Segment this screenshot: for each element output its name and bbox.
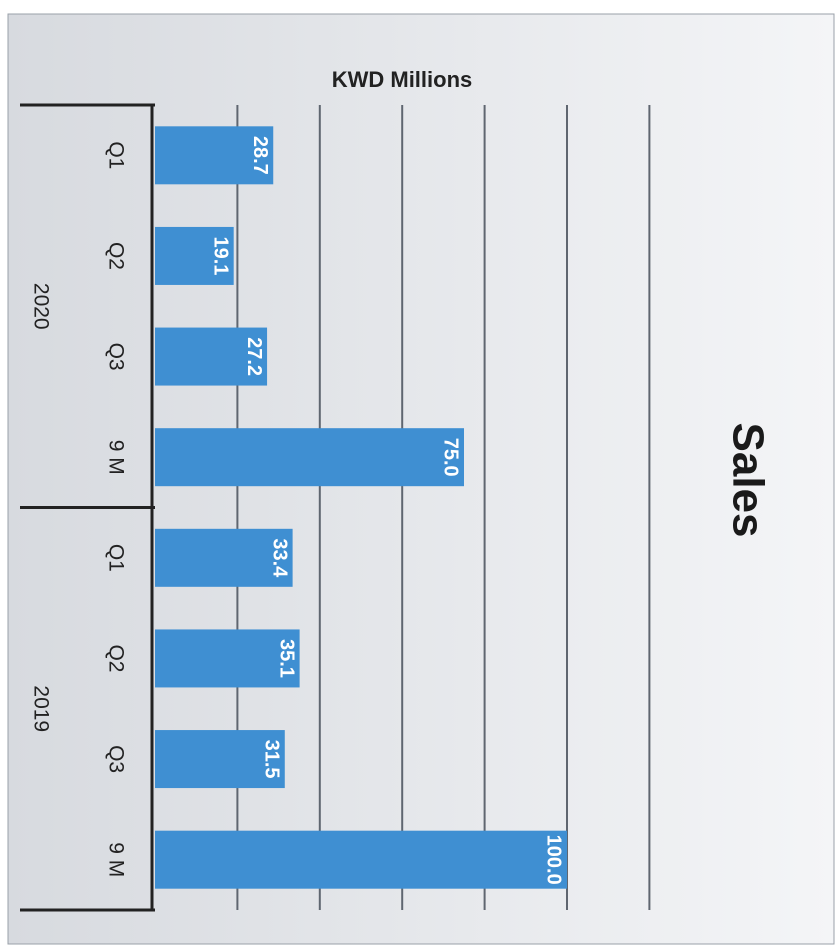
category-label: Q2 — [104, 644, 127, 672]
chart-title: Sales — [723, 423, 772, 538]
value-label: 31.5 — [260, 740, 282, 779]
value-label: 75.0 — [440, 438, 462, 477]
axis-label: KWD Millions — [332, 67, 473, 92]
value-label: 33.4 — [268, 538, 290, 578]
category-label: Q3 — [104, 343, 127, 371]
value-label: 35.1 — [275, 639, 297, 678]
group-label: 2019 — [29, 685, 52, 732]
bar — [155, 730, 285, 789]
bar — [155, 126, 274, 185]
value-label: 27.2 — [243, 337, 265, 376]
bar — [155, 528, 293, 587]
bar — [155, 428, 464, 487]
group-label: 2020 — [29, 283, 52, 330]
bar — [155, 327, 268, 386]
value-label: 19.1 — [209, 236, 231, 275]
bar — [155, 226, 234, 285]
bar — [155, 629, 300, 688]
category-label: 9 M — [104, 440, 127, 475]
category-label: Q1 — [104, 141, 127, 169]
value-label: 100.0 — [543, 835, 565, 885]
category-label: Q1 — [104, 544, 127, 572]
value-label: 28.7 — [249, 136, 271, 175]
category-label: Q3 — [104, 745, 127, 773]
bar — [155, 830, 567, 889]
category-label: 9 M — [104, 842, 127, 877]
category-label: Q2 — [104, 242, 127, 270]
